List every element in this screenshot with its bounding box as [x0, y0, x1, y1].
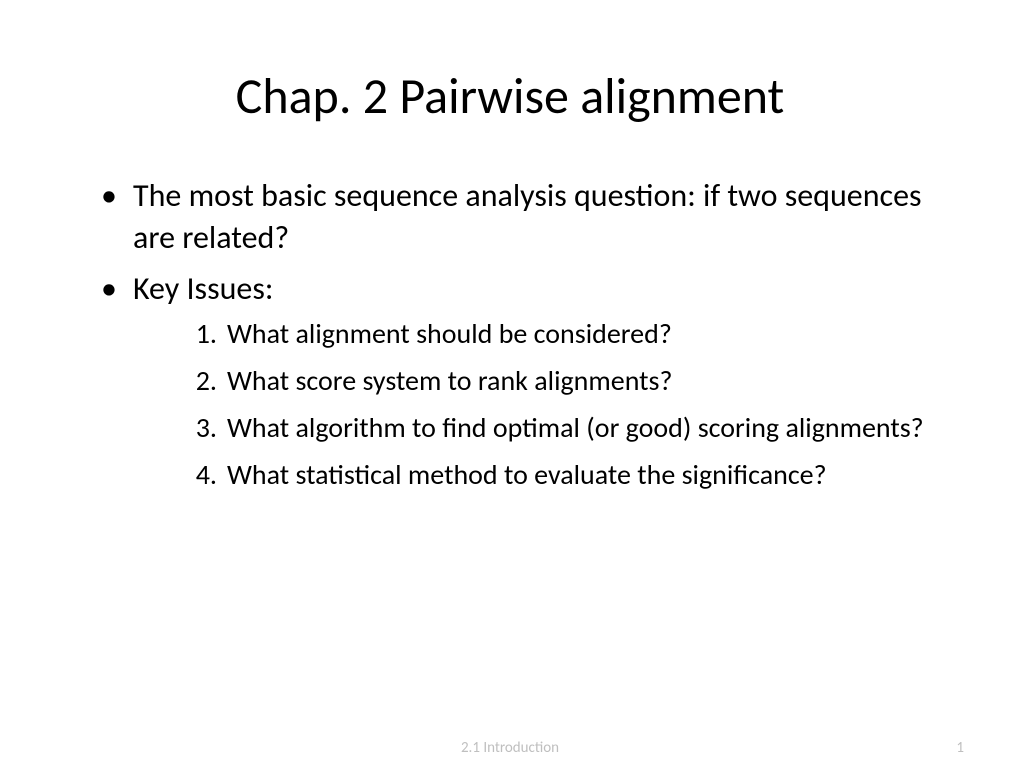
- item-number: 3.: [181, 410, 217, 447]
- numbered-item: 2. What score system to rank alignments?: [181, 363, 925, 400]
- bullet-text: Key Issues:: [133, 269, 273, 308]
- numbered-item: 3. What algorithm to find optimal (or go…: [181, 410, 925, 447]
- numbered-list: 1. What alignment should be considered? …: [133, 316, 925, 494]
- footer-page-number: 1: [956, 739, 964, 757]
- item-text: What alignment should be considered?: [227, 316, 672, 351]
- item-number: 4.: [181, 457, 217, 494]
- item-text: What score system to rank alignments?: [227, 363, 672, 398]
- bullet-item: Key Issues: 1. What alignment should be …: [95, 268, 925, 493]
- slide: Chap. 2 Pairwise alignment The most basi…: [0, 0, 1020, 765]
- item-text: What algorithm to find optimal (or good)…: [227, 410, 924, 445]
- bullet-list: The most basic sequence analysis questio…: [95, 175, 925, 494]
- slide-body: The most basic sequence analysis questio…: [95, 175, 925, 494]
- numbered-item: 4. What statistical method to evaluate t…: [181, 457, 925, 494]
- item-number: 2.: [181, 363, 217, 400]
- item-number: 1.: [181, 316, 217, 353]
- item-text: What statistical method to evaluate the …: [227, 457, 827, 492]
- numbered-item: 1. What alignment should be considered?: [181, 316, 925, 353]
- bullet-item: The most basic sequence analysis questio…: [95, 175, 925, 258]
- bullet-text: The most basic sequence analysis questio…: [133, 176, 922, 257]
- footer-section: 2.1 Introduction: [461, 739, 559, 757]
- slide-title: Chap. 2 Pairwise alignment: [95, 66, 925, 127]
